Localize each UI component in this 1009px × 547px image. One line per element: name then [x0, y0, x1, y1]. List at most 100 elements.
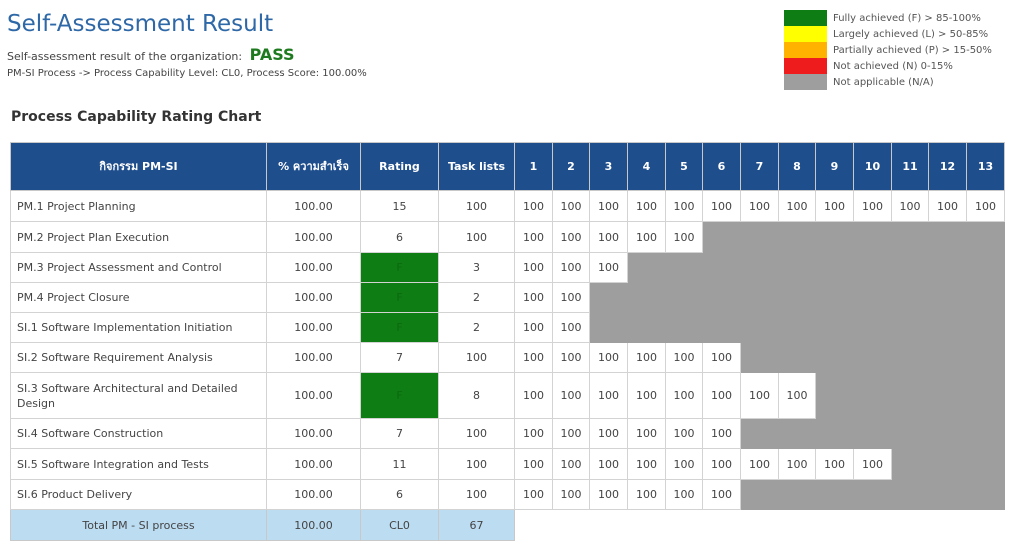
- task-score-cell: 100: [627, 372, 666, 419]
- task-score-cell: 100: [665, 418, 703, 449]
- header-task-4: 4: [627, 142, 666, 191]
- task-score-cell: 100: [815, 448, 854, 480]
- task-score-cell: 100: [514, 252, 553, 283]
- task-score-cell: 100: [514, 418, 553, 449]
- rating-cell: 15: [360, 190, 439, 222]
- percent-cell: 100.00: [266, 448, 361, 480]
- task-score-cell: 100: [778, 372, 816, 419]
- task-score-cell: 100: [589, 479, 628, 510]
- task-lists-cell: 100: [438, 190, 515, 222]
- percent-cell: 100.00: [266, 282, 361, 313]
- task-score-cell: 100: [514, 190, 553, 222]
- percent-cell: 100.00: [266, 479, 361, 510]
- percent-cell: 100.00: [266, 372, 361, 419]
- header-task-1: 1: [514, 142, 553, 191]
- task-score-cell: 100: [552, 312, 590, 343]
- header-rating: Rating: [360, 142, 439, 191]
- percent-cell: 100.00: [266, 418, 361, 449]
- activity-cell: PM.3 Project Assessment and Control: [10, 252, 267, 283]
- chart-title: Process Capability Rating Chart: [11, 109, 262, 125]
- total-percent: 100.00: [266, 509, 361, 541]
- legend-item: Fully achieved (F) > 85-100%: [784, 10, 992, 26]
- task-lists-cell: 8: [438, 372, 515, 419]
- table-row: PM.1 Project Planning 100.00 15 100 100 100 10…: [10, 190, 1005, 222]
- task-score-cell: 100: [627, 190, 666, 222]
- legend-label: Not applicable (N/A): [833, 76, 934, 88]
- activity-cell: SI.5 Software Integration and Tests: [10, 448, 267, 480]
- total-row: Total PM - SI process 100.00 CL0 67: [10, 509, 1005, 541]
- task-lists-cell: 100: [438, 448, 515, 480]
- rating-cell: 6: [360, 221, 439, 253]
- task-score-cell: 100: [702, 448, 741, 480]
- task-score-cell: 100: [552, 372, 590, 419]
- rating-cell: 11: [360, 448, 439, 480]
- task-score-cell: 100: [853, 190, 892, 222]
- legend-item: Partially achieved (P) > 15-50%: [784, 42, 992, 58]
- activity-cell: SI.1 Software Implementation Initiation: [10, 312, 267, 343]
- header-task-8: 8: [778, 142, 816, 191]
- task-score-cell: 100: [665, 221, 703, 253]
- header-task-6: 6: [702, 142, 741, 191]
- task-score-cell: 100: [815, 190, 854, 222]
- table-row: SI.5 Software Integration and Tests 100.0…: [10, 448, 1005, 480]
- legend-swatch: [784, 10, 827, 26]
- task-score-cell: 100: [552, 221, 590, 253]
- legend-item: Not applicable (N/A): [784, 74, 992, 90]
- task-score-cell: 100: [627, 479, 666, 510]
- task-score-cell: 100: [589, 252, 628, 283]
- task-score-cell: 100: [665, 479, 703, 510]
- header-task-13: 13: [966, 142, 1005, 191]
- assessment-result: Self-assessment result of the organizati…: [7, 45, 295, 64]
- rating-cell: 6: [360, 479, 439, 510]
- not-applicable-cell: [891, 448, 1005, 480]
- task-score-cell: 100: [702, 418, 741, 449]
- task-score-cell: 100: [778, 190, 816, 222]
- task-score-cell: 100: [966, 190, 1005, 222]
- task-score-cell: 100: [778, 448, 816, 480]
- legend-label: Largely achieved (L) > 50-85%: [833, 28, 989, 40]
- activity-cell: SI.2 Software Requirement Analysis: [10, 342, 267, 373]
- table-row: SI.1 Software Implementation Initiation 1…: [10, 312, 1005, 343]
- header-task-7: 7: [740, 142, 779, 191]
- legend-swatch: [784, 26, 827, 42]
- task-score-cell: 100: [552, 342, 590, 373]
- header-task-5: 5: [665, 142, 703, 191]
- rating-cell: F: [360, 312, 439, 343]
- task-score-cell: 100: [589, 190, 628, 222]
- table-row: SI.4 Software Construction 100.00 7 100 100 1…: [10, 418, 1005, 449]
- task-score-cell: 100: [514, 312, 553, 343]
- task-lists-cell: 3: [438, 252, 515, 283]
- task-lists-cell: 100: [438, 221, 515, 253]
- task-score-cell: 100: [627, 448, 666, 480]
- task-score-cell: 100: [514, 221, 553, 253]
- table-row: SI.3 Software Architectural and Detailed…: [10, 372, 1005, 419]
- result-label: Self-assessment result of the organizati…: [7, 50, 243, 63]
- activity-cell: SI.6 Product Delivery: [10, 479, 267, 510]
- not-applicable-cell: [815, 372, 1005, 419]
- task-lists-cell: 100: [438, 479, 515, 510]
- legend-swatch: [784, 58, 827, 74]
- total-label: Total PM - SI process: [10, 509, 267, 541]
- activity-cell: SI.4 Software Construction: [10, 418, 267, 449]
- task-score-cell: 100: [589, 221, 628, 253]
- table-row: PM.3 Project Assessment and Control 100.0…: [10, 252, 1005, 283]
- activity-cell: SI.3 Software Architectural and Detailed…: [10, 372, 267, 419]
- header-task-12: 12: [928, 142, 967, 191]
- task-score-cell: 100: [665, 190, 703, 222]
- task-score-cell: 100: [665, 448, 703, 480]
- header-activity: กิจกรรม PM-SI: [10, 142, 267, 191]
- task-score-cell: 100: [514, 448, 553, 480]
- task-score-cell: 100: [514, 479, 553, 510]
- header-task-9: 9: [815, 142, 854, 191]
- percent-cell: 100.00: [266, 342, 361, 373]
- task-score-cell: 100: [665, 372, 703, 419]
- task-score-cell: 100: [928, 190, 967, 222]
- task-score-cell: 100: [589, 448, 628, 480]
- task-score-cell: 100: [589, 372, 628, 419]
- header-task-11: 11: [891, 142, 929, 191]
- task-score-cell: 100: [702, 372, 741, 419]
- not-applicable-cell: [740, 418, 1005, 449]
- task-lists-cell: 100: [438, 418, 515, 449]
- task-score-cell: 100: [891, 190, 929, 222]
- task-score-cell: 100: [627, 418, 666, 449]
